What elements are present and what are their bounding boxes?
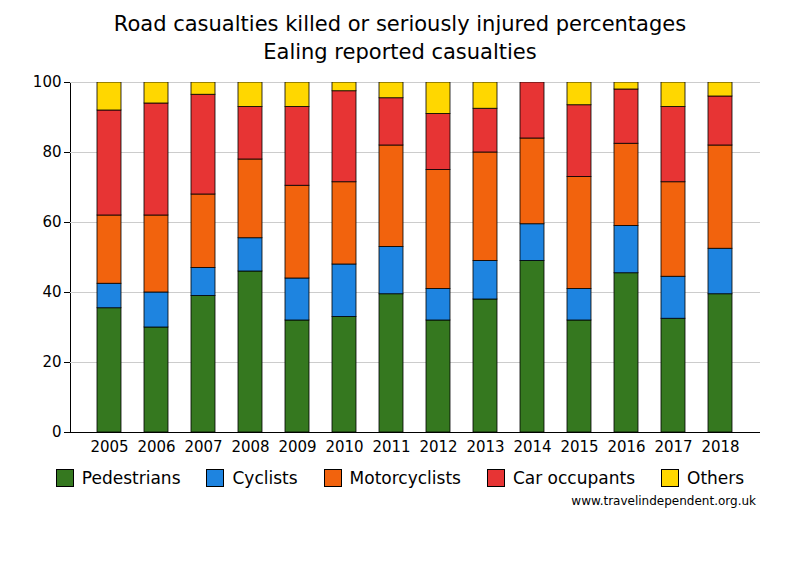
- svg-text:2012: 2012: [419, 438, 457, 456]
- svg-text:80: 80: [42, 143, 61, 161]
- svg-text:20: 20: [42, 353, 61, 371]
- svg-text:2016: 2016: [607, 438, 645, 456]
- html-text:Others: Others: [687, 468, 745, 488]
- svg-text:2011: 2011: [372, 438, 410, 456]
- svg-text:2010: 2010: [325, 438, 363, 456]
- html-text:Ealing reported casualties: Ealing reported casualties: [263, 40, 537, 64]
- svg-text:2007: 2007: [184, 438, 222, 456]
- svg-text:2015: 2015: [560, 438, 598, 456]
- svg-text:2006: 2006: [137, 438, 175, 456]
- svg-text:40: 40: [42, 283, 61, 301]
- html-text:Pedestrians: Pedestrians: [81, 468, 181, 488]
- svg-text:2008: 2008: [231, 438, 269, 456]
- svg-text:60: 60: [42, 213, 61, 231]
- html-text:Cyclists: Cyclists: [232, 468, 298, 488]
- html-text:Motorcyclists: Motorcyclists: [349, 468, 461, 488]
- svg-text:2013: 2013: [466, 438, 504, 456]
- svg-text:2017: 2017: [654, 438, 692, 456]
- svg-text:2018: 2018: [701, 438, 739, 456]
- html-text:Car occupants: Car occupants: [512, 468, 635, 488]
- svg-text:2014: 2014: [513, 438, 551, 456]
- svg-text:0: 0: [52, 423, 62, 441]
- svg-text:2009: 2009: [278, 438, 316, 456]
- html-text:Road casualties killed or seri: Road casualties killed or seriously inju…: [113, 12, 687, 36]
- html-text:www.travelindependent.org.uk: www.travelindependent.org.uk: [571, 494, 756, 508]
- svg-text:100: 100: [33, 73, 62, 91]
- svg-text:2005: 2005: [90, 438, 128, 456]
